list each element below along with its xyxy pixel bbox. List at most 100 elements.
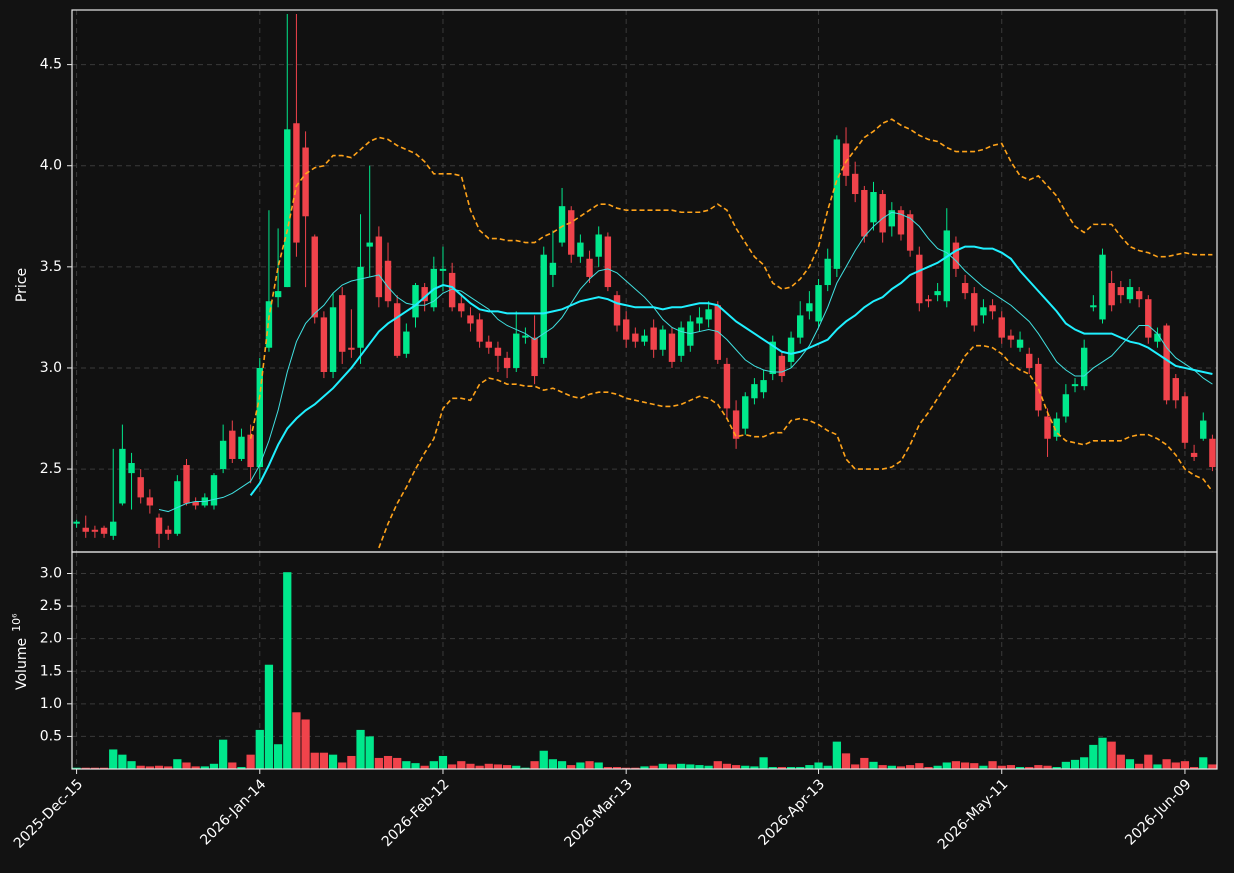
volume-bar bbox=[649, 765, 658, 769]
volume-bar bbox=[1070, 759, 1080, 769]
volume-bar bbox=[741, 765, 750, 769]
volume-bar bbox=[191, 766, 200, 769]
candle-body bbox=[613, 295, 621, 326]
volume-bar bbox=[631, 767, 640, 769]
candle-body bbox=[531, 337, 538, 377]
x-tick-label: 2026-Apr-13 bbox=[756, 776, 829, 849]
volume-bar bbox=[1171, 762, 1180, 769]
candle-body bbox=[229, 430, 236, 459]
volume-bar bbox=[338, 762, 347, 769]
candle-body bbox=[110, 521, 117, 536]
y-tick-label: 3.0 bbox=[40, 360, 62, 376]
volume-bar bbox=[667, 764, 677, 769]
candle-body bbox=[833, 139, 841, 269]
candle-body bbox=[925, 299, 932, 302]
candle-body bbox=[742, 396, 749, 429]
volume-bar bbox=[283, 572, 292, 769]
candle-body bbox=[1108, 283, 1115, 306]
volume-bar bbox=[90, 767, 100, 769]
candle-body bbox=[723, 363, 731, 409]
volume-bar bbox=[878, 765, 887, 769]
volume-bar bbox=[997, 765, 1006, 769]
volume-bar bbox=[576, 762, 585, 769]
candle-body bbox=[1135, 291, 1143, 300]
volume-bar bbox=[328, 754, 338, 769]
volume-bar bbox=[1208, 764, 1217, 769]
x-tick-label: 2026-Jun-09 bbox=[1122, 776, 1194, 848]
candle-body bbox=[906, 214, 914, 251]
candle-body bbox=[824, 258, 831, 286]
candle-body bbox=[806, 303, 813, 312]
candle-body bbox=[879, 194, 886, 233]
candle-body bbox=[439, 268, 447, 271]
volume-axis-label: Volume 10⁶ bbox=[10, 613, 30, 690]
candle-body bbox=[558, 206, 566, 243]
candle-body bbox=[1090, 305, 1097, 308]
volume-bar bbox=[603, 767, 612, 769]
candle-body bbox=[128, 463, 135, 474]
volume-bar bbox=[1189, 767, 1199, 769]
candle-body bbox=[357, 266, 364, 348]
candle-body bbox=[586, 258, 593, 277]
candle-body bbox=[265, 301, 273, 348]
y-tick-label: 0.5 bbox=[40, 728, 62, 744]
volume-bar bbox=[539, 750, 548, 769]
candle-body bbox=[348, 347, 355, 350]
volume-bar bbox=[1107, 741, 1116, 769]
candle-body bbox=[458, 303, 465, 312]
volume-bar bbox=[887, 765, 896, 769]
volume-bar bbox=[292, 712, 301, 769]
volume-bar bbox=[1061, 761, 1070, 769]
volume-label-text: Volume bbox=[14, 638, 30, 690]
candle-body bbox=[1080, 347, 1088, 387]
volume-bar bbox=[924, 767, 933, 769]
volume-bar bbox=[988, 761, 997, 769]
volume-bar bbox=[429, 761, 438, 769]
volume-bar bbox=[383, 755, 393, 769]
volume-bar bbox=[484, 763, 493, 769]
candle-body bbox=[247, 434, 254, 468]
candle-body bbox=[1126, 287, 1134, 300]
volume-frame bbox=[71, 551, 1218, 770]
candle-body bbox=[1007, 335, 1015, 340]
volume-bar bbox=[896, 766, 906, 769]
volume-bar bbox=[356, 729, 365, 769]
volume-scale-label: 10⁶ bbox=[10, 613, 23, 632]
y-tick-label: 1.5 bbox=[40, 663, 62, 679]
candle-body bbox=[1154, 333, 1161, 342]
candle-body bbox=[595, 234, 602, 257]
candle-body bbox=[696, 317, 703, 324]
volume-bar bbox=[1180, 761, 1190, 769]
x-tick-label: 2026-Feb-12 bbox=[379, 776, 453, 850]
volume-bar bbox=[173, 759, 182, 769]
indicator-line bbox=[249, 245, 1213, 496]
volume-bar bbox=[72, 767, 81, 769]
volume-bar bbox=[512, 765, 521, 769]
volume-bar bbox=[622, 767, 631, 769]
volume-bar bbox=[960, 762, 970, 769]
volume-bar bbox=[502, 765, 512, 769]
volume-bar bbox=[154, 765, 164, 769]
y-tick-label: 3.0 bbox=[40, 566, 62, 582]
volume-bar bbox=[594, 762, 603, 769]
volume-bar bbox=[136, 765, 145, 769]
candle-body bbox=[952, 242, 960, 269]
volume-bar bbox=[786, 767, 796, 769]
volume-bar bbox=[1144, 754, 1153, 769]
candle-body bbox=[1172, 378, 1179, 401]
candle-body bbox=[769, 341, 776, 375]
candle-body bbox=[1209, 438, 1216, 468]
candle-body bbox=[513, 333, 520, 368]
volume-bar bbox=[411, 763, 420, 769]
volume-bar bbox=[823, 765, 832, 769]
candle-body bbox=[100, 527, 108, 534]
candle-body bbox=[293, 123, 300, 243]
candle-body bbox=[91, 529, 99, 532]
candle-body bbox=[650, 327, 657, 350]
x-tick-label: 2025-Dec-15 bbox=[11, 776, 86, 851]
x-tick-label: 2026-Jan-14 bbox=[197, 776, 269, 848]
candle-body bbox=[238, 436, 245, 459]
candle-body bbox=[384, 260, 392, 302]
candle-body bbox=[448, 272, 456, 308]
